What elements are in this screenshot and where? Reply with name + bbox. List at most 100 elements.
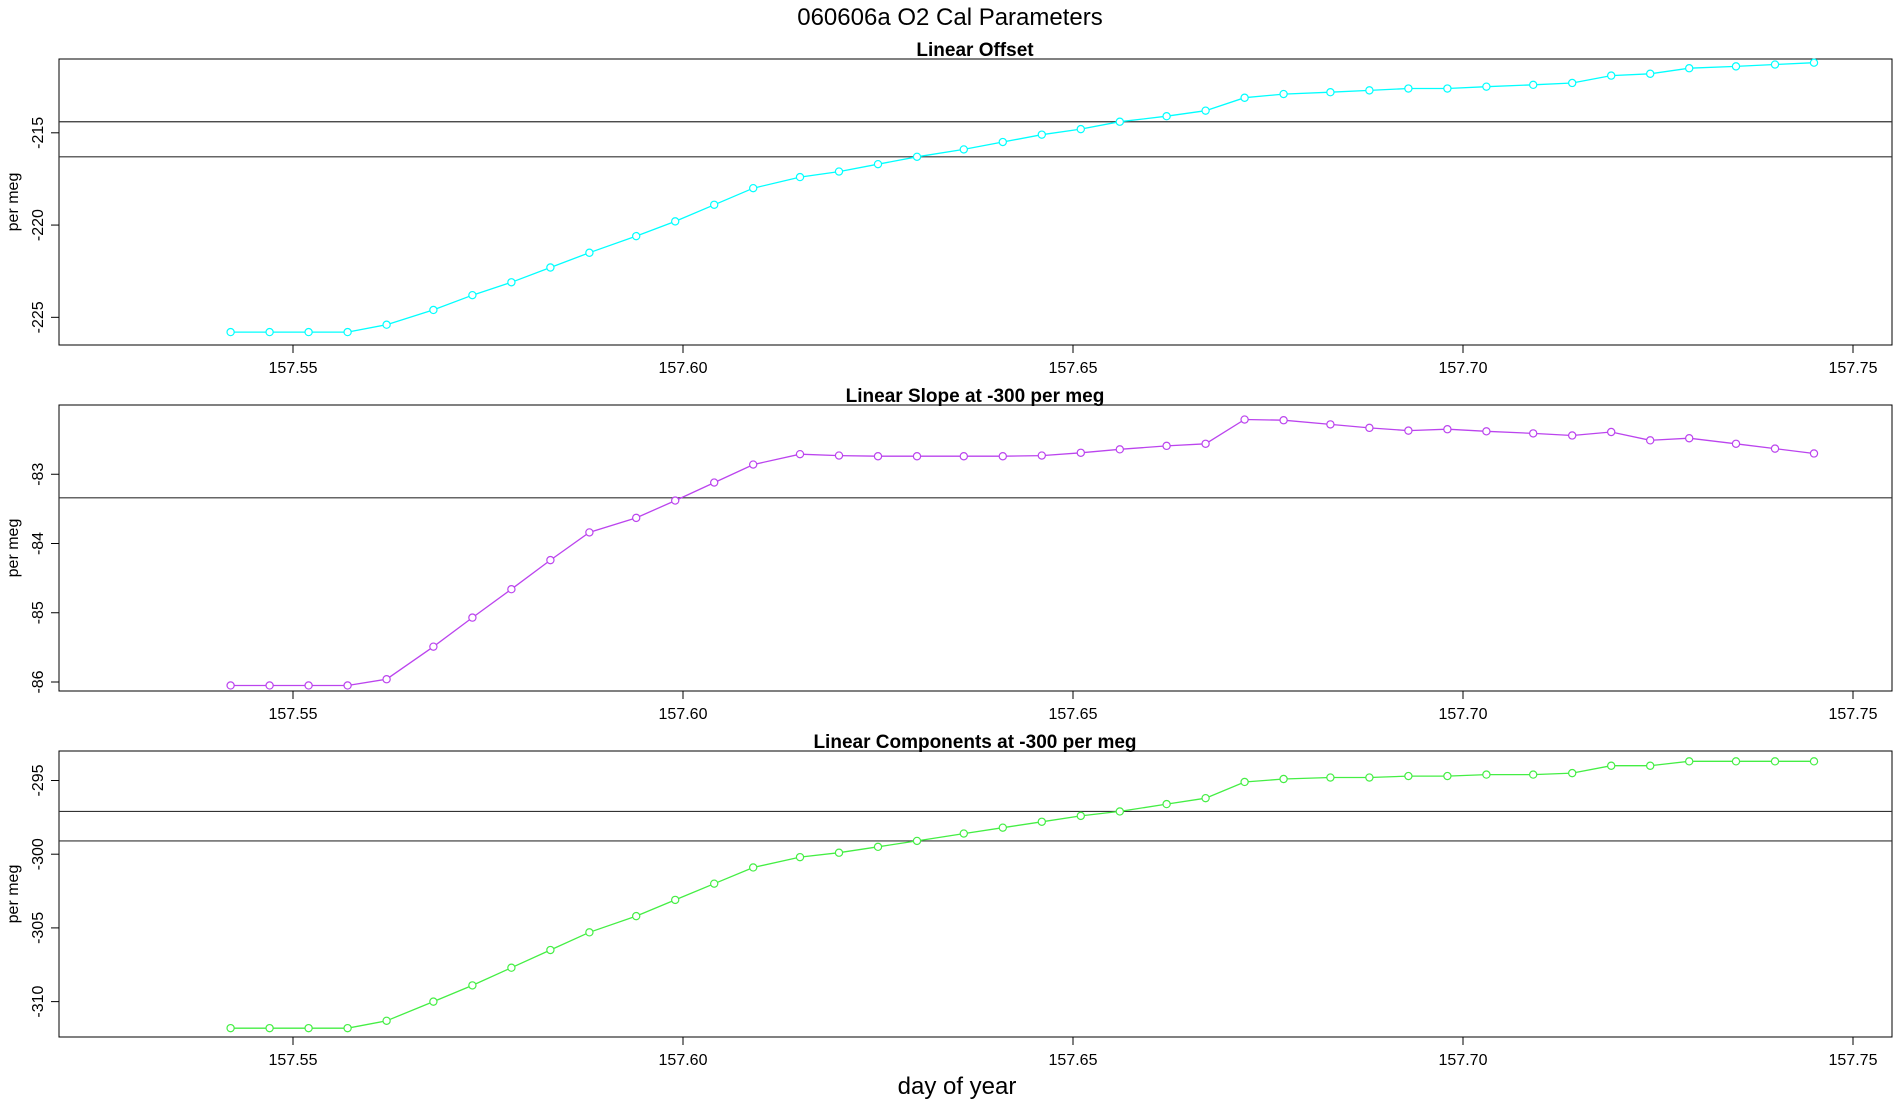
panel-title: Linear Components at -300 per meg bbox=[813, 732, 1136, 753]
data-point bbox=[1326, 88, 1335, 97]
series-points bbox=[226, 415, 1819, 690]
data-point bbox=[304, 1023, 313, 1033]
data-point bbox=[304, 327, 313, 337]
data-point bbox=[1645, 436, 1655, 445]
data-point bbox=[834, 848, 844, 857]
data-point bbox=[749, 863, 758, 872]
data-point bbox=[468, 981, 477, 990]
panel-title: Linear Offset bbox=[916, 40, 1034, 61]
data-point bbox=[585, 248, 594, 257]
x-tick-label: 157.70 bbox=[1439, 706, 1488, 723]
data-point bbox=[382, 675, 391, 684]
data-point bbox=[959, 452, 969, 461]
data-point bbox=[998, 452, 1008, 461]
x-ticks: 157.55 157.60 157.65 157.70 157.75 bbox=[269, 345, 1878, 377]
data-point bbox=[1240, 415, 1249, 424]
data-point bbox=[1162, 111, 1171, 121]
data-point bbox=[1567, 768, 1577, 778]
data-point bbox=[1770, 60, 1780, 69]
data-point bbox=[1404, 426, 1413, 435]
plot-frame bbox=[58, 58, 1893, 346]
data-point bbox=[710, 478, 719, 487]
data-point bbox=[1365, 423, 1374, 433]
data-point bbox=[1809, 449, 1819, 458]
y-axis-label: per meg bbox=[5, 173, 22, 232]
data-point bbox=[1037, 130, 1047, 139]
data-point bbox=[429, 997, 438, 1006]
data-point bbox=[1162, 441, 1171, 451]
data-point bbox=[1645, 69, 1655, 78]
data-point bbox=[1326, 773, 1335, 782]
x-tick-label: 157.65 bbox=[1049, 360, 1098, 377]
data-point bbox=[671, 496, 680, 505]
data-point bbox=[1404, 771, 1413, 781]
data-point bbox=[1528, 429, 1538, 438]
x-tick-label: 157.65 bbox=[1049, 706, 1098, 723]
data-point bbox=[265, 681, 274, 690]
data-point bbox=[507, 278, 516, 287]
data-point bbox=[1162, 799, 1171, 809]
data-point bbox=[795, 852, 805, 862]
y-ticks: -295 -300 -305 -310 bbox=[30, 764, 59, 1018]
data-point bbox=[959, 145, 969, 154]
data-point bbox=[1731, 439, 1741, 448]
x-tick-label: 157.55 bbox=[269, 1052, 318, 1069]
data-point bbox=[343, 1023, 352, 1033]
data-point bbox=[632, 911, 641, 921]
data-point bbox=[1731, 757, 1741, 766]
data-point bbox=[265, 327, 274, 337]
data-point bbox=[1201, 106, 1210, 115]
data-point bbox=[1684, 64, 1694, 73]
x-tick-label: 157.55 bbox=[269, 360, 318, 377]
x-tick-label: 157.70 bbox=[1439, 360, 1488, 377]
series-line bbox=[230, 418, 1815, 687]
data-point bbox=[1606, 71, 1616, 80]
data-point bbox=[226, 327, 235, 337]
x-ticks: 157.55 157.60 157.65 157.70 157.75 bbox=[269, 1037, 1878, 1069]
data-point bbox=[1037, 817, 1047, 826]
data-point bbox=[1365, 86, 1374, 95]
y-ticks: -83 -84 -85 -86 bbox=[30, 463, 59, 694]
data-point bbox=[1606, 761, 1616, 770]
data-point bbox=[1115, 807, 1125, 816]
data-point bbox=[1365, 773, 1374, 782]
data-point bbox=[1482, 82, 1491, 91]
data-point bbox=[1076, 448, 1086, 457]
data-point bbox=[912, 452, 922, 461]
y-tick-label: -225 bbox=[30, 301, 47, 333]
data-point bbox=[1037, 451, 1047, 460]
data-point bbox=[546, 263, 555, 272]
series-path bbox=[230, 418, 1815, 687]
data-point bbox=[1279, 89, 1288, 99]
x-tick-label: 157.65 bbox=[1049, 1052, 1098, 1069]
data-point bbox=[710, 200, 719, 209]
data-point bbox=[1645, 761, 1655, 770]
x-tick-label: 157.60 bbox=[659, 360, 708, 377]
data-point bbox=[671, 217, 680, 226]
data-point bbox=[795, 449, 805, 459]
figure-title: 060606a O2 Cal Parameters bbox=[797, 4, 1103, 31]
data-point bbox=[873, 452, 883, 461]
y-tick-label: -310 bbox=[30, 986, 47, 1018]
x-axis-label: day of year bbox=[898, 1073, 1017, 1100]
data-point bbox=[546, 555, 555, 565]
data-point bbox=[998, 823, 1008, 832]
series-line bbox=[230, 760, 1814, 1029]
data-point bbox=[671, 895, 680, 905]
data-point bbox=[1567, 431, 1577, 440]
plot-frame bbox=[58, 404, 1893, 692]
data-point bbox=[343, 327, 352, 337]
data-point bbox=[998, 137, 1008, 147]
data-point bbox=[1684, 757, 1694, 766]
data-point bbox=[710, 879, 719, 888]
data-point bbox=[382, 1016, 391, 1025]
x-tick-label: 157.75 bbox=[1829, 1052, 1878, 1069]
plot-frame bbox=[58, 750, 1893, 1038]
x-tick-label: 157.75 bbox=[1829, 706, 1878, 723]
data-point bbox=[1443, 771, 1452, 781]
data-point bbox=[1731, 62, 1741, 71]
y-ticks: -215 -220 -225 bbox=[30, 117, 59, 333]
data-point bbox=[1528, 770, 1538, 779]
data-point bbox=[1770, 757, 1780, 766]
